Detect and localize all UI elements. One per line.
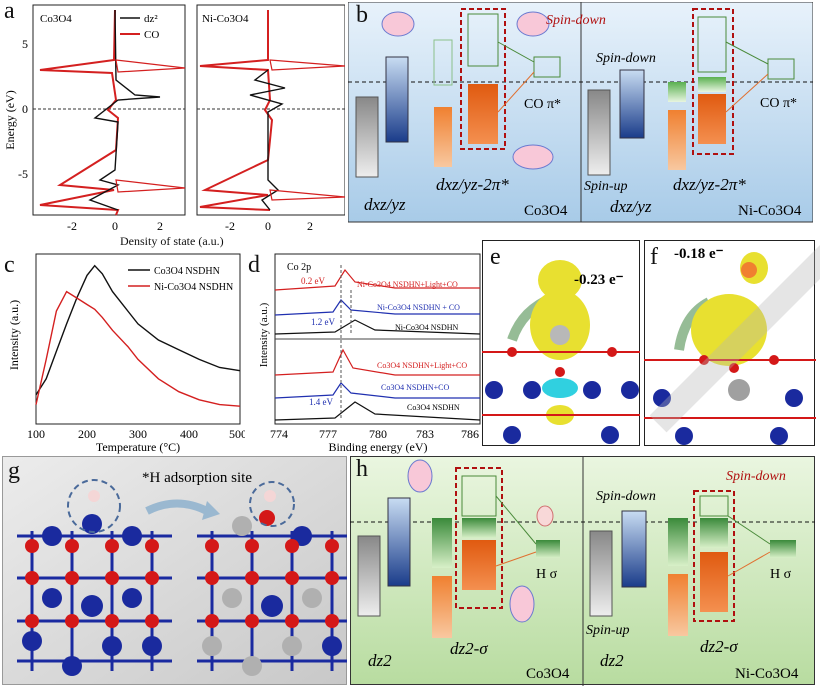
a-xtick-l3: 2	[157, 219, 163, 233]
a-ylabel: Energy (eV)	[3, 90, 17, 149]
d-curve-label-2: Ni-Co3O4 NSDHN + CO	[377, 303, 460, 312]
d-shift-1: 0.2 eV	[301, 276, 325, 286]
d-title: Co 2p	[287, 262, 311, 273]
a-left-co-trace	[39, 9, 120, 216]
g-title: *H adsorption site	[142, 470, 252, 486]
h-spin-down-top: Spin-down	[726, 469, 786, 484]
c-ylabel: Intensity (a.u.)	[7, 300, 21, 370]
d-xtick-774: 774	[270, 427, 288, 441]
b-name-right: Ni-Co3O4	[738, 203, 802, 219]
a-xtick-r1: -2	[225, 219, 235, 233]
h-name-right: Ni-Co3O4	[735, 666, 799, 682]
d-curve-label-3: Ni-Co3O4 NSDHN	[395, 323, 459, 332]
h-hsigma-left: H σ	[536, 567, 558, 582]
panel-f-charge-density	[644, 240, 816, 446]
c-xtick-200: 200	[78, 427, 96, 441]
d-xtick-777: 777	[319, 427, 337, 441]
d-xtick-786: 786	[461, 427, 479, 441]
a-xtick-r3: 2	[307, 219, 313, 233]
a-ytick-5: 5	[22, 37, 28, 51]
d-curve-3	[274, 319, 481, 335]
c-xtick-400: 400	[180, 427, 198, 441]
panel-c-chart: Intensity (a.u.) Co3O4 NSDHN Ni-Co3O4 NS…	[7, 253, 245, 454]
d-xtick-783: 783	[416, 427, 434, 441]
c-series-group	[35, 264, 241, 407]
panel-e-charge-density	[482, 240, 640, 446]
a-left-dz2-trace	[88, 9, 161, 211]
a-legend-dz2: dz²	[144, 13, 158, 25]
panel-g-structure: *H adsorption site	[2, 456, 347, 685]
c-series-line-0	[35, 264, 241, 396]
h-spin-down-mid: Spin-down	[596, 489, 656, 504]
b-dxz-pi-left: dxz/yz-2π*	[436, 175, 509, 194]
panel-label-a: a	[4, 0, 15, 24]
panel-a-dos: Energy (eV) 5 0 -5 Co3O4 Ni-Co3O4 dz² CO…	[3, 4, 345, 233]
d-curve-6	[274, 401, 481, 421]
a-right-dz2-trace	[249, 69, 286, 211]
c-xtick-500: 500	[229, 427, 245, 441]
d-shift-2: 1.2 eV	[311, 317, 335, 327]
a-ytick-0: 0	[22, 102, 28, 116]
c-xtick-300: 300	[129, 427, 147, 441]
h-name-left: Co3O4	[526, 666, 570, 682]
b-spin-down-top: Spin-down	[546, 13, 606, 28]
a-xtick-l1: -2	[67, 219, 77, 233]
d-curve-label-5: Co3O4 NSDHN+CO	[381, 383, 450, 392]
b-spin-up: Spin-up	[584, 179, 628, 194]
h-hsigma-right: H σ	[770, 567, 792, 582]
b-co-pi-left: CO π*	[524, 97, 561, 112]
panel-label-e: e	[490, 244, 501, 270]
d-curve-5	[274, 382, 480, 399]
panel-label-g: g	[8, 458, 20, 484]
c-legend-co3o4: Co3O4 NSDHN	[154, 266, 220, 277]
c-series-line-1	[35, 290, 241, 407]
d-curve-2	[274, 299, 480, 316]
e-charge-value: -0.23 e⁻	[574, 272, 624, 288]
panel-d-xps: Intensity (a.u.) Co 2p Ni-Co3O4 NSDHN+Li…	[258, 253, 481, 454]
a-ytick-neg5: -5	[18, 167, 28, 181]
panel-label-b: b	[356, 2, 368, 28]
c-legend-nico3o4: Ni-Co3O4 NSDHN	[154, 282, 233, 293]
d-curve-1	[274, 268, 480, 291]
panel-label-f: f	[650, 244, 658, 270]
b-dxz-left: dxz/yz	[364, 195, 406, 214]
f-charge-value: -0.18 e⁻	[674, 246, 724, 262]
panel-label-h: h	[356, 456, 368, 482]
b-co-pi-right: CO π*	[760, 96, 797, 111]
h-spin-up: Spin-up	[586, 623, 630, 638]
c-xlabel: Temperature (°C)	[96, 440, 180, 454]
panel-label-d: d	[248, 252, 260, 278]
h-dz2-right: dz2	[600, 651, 624, 670]
a-xlabel: Density of state (a.u.)	[120, 234, 224, 248]
b-dxz-pi-right: dxz/yz-2π*	[673, 175, 746, 194]
panel-h-orbital-diagram: H σ dz2 dz2-σ Co3O4 Spin-down Spin-down …	[350, 456, 815, 686]
b-dxz-right: dxz/yz	[610, 197, 652, 216]
d-curve-label-6: Co3O4 NSDHN	[407, 403, 460, 412]
d-curve-label-1: Ni-Co3O4 NSDHN+Light+CO	[357, 280, 458, 289]
h-dz2-sigma-right: dz2-σ	[700, 637, 738, 656]
h-dz2-left: dz2	[368, 651, 392, 670]
b-spin-down-mid: Spin-down	[596, 51, 656, 66]
b-name-left: Co3O4	[524, 203, 568, 219]
a-legend-co: CO	[144, 29, 159, 41]
a-xtick-l2: 0	[112, 219, 118, 233]
panel-b-orbital-diagram: Spin-down CO π* dxz/yz dxz/yz-2π* Co3O4 …	[348, 2, 813, 223]
c-xtick-100: 100	[27, 427, 45, 441]
d-curve-label-4: Co3O4 NSDHN+Light+CO	[377, 361, 467, 370]
d-shift-3: 1.4 eV	[309, 397, 333, 407]
d-xtick-780: 780	[369, 427, 387, 441]
h-dz2-sigma-left: dz2-σ	[450, 639, 488, 658]
d-xlabel: Binding energy (eV)	[328, 440, 427, 454]
panel-label-c: c	[4, 252, 15, 278]
d-ylabel: Intensity (a.u.)	[258, 302, 270, 367]
d-curve-4	[274, 348, 480, 376]
a-left-title: Co3O4	[40, 13, 72, 25]
a-xtick-r2: 0	[265, 219, 271, 233]
a-right-title: Ni-Co3O4	[202, 13, 249, 25]
